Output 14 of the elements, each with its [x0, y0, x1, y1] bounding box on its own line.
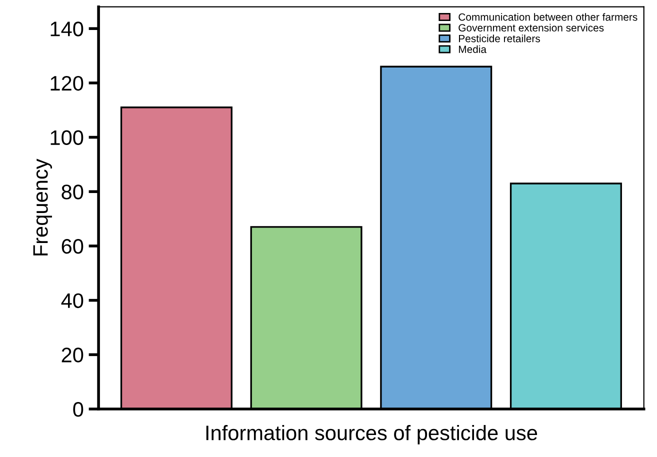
y-tick-label: 120	[50, 76, 84, 91]
legend-label: Government extension services	[458, 24, 604, 32]
y-tick-label: 140	[50, 22, 84, 36]
legend-label: Pesticide retailers	[459, 34, 540, 42]
legend-label: Communication between other farmers	[458, 13, 638, 21]
y-axis-title: Frequency	[33, 158, 52, 256]
legend-label: Media	[459, 45, 487, 54]
y-tick-label: 20	[62, 348, 84, 362]
y-tick-label: 60	[62, 238, 84, 254]
y-tick-label: 0	[73, 402, 84, 417]
y-tick-label: 100	[50, 130, 84, 146]
y-tick-label: 80	[62, 184, 84, 200]
y-tick-label: 40	[61, 293, 84, 308]
x-axis-title: Information sources of pesticide use	[206, 424, 538, 444]
